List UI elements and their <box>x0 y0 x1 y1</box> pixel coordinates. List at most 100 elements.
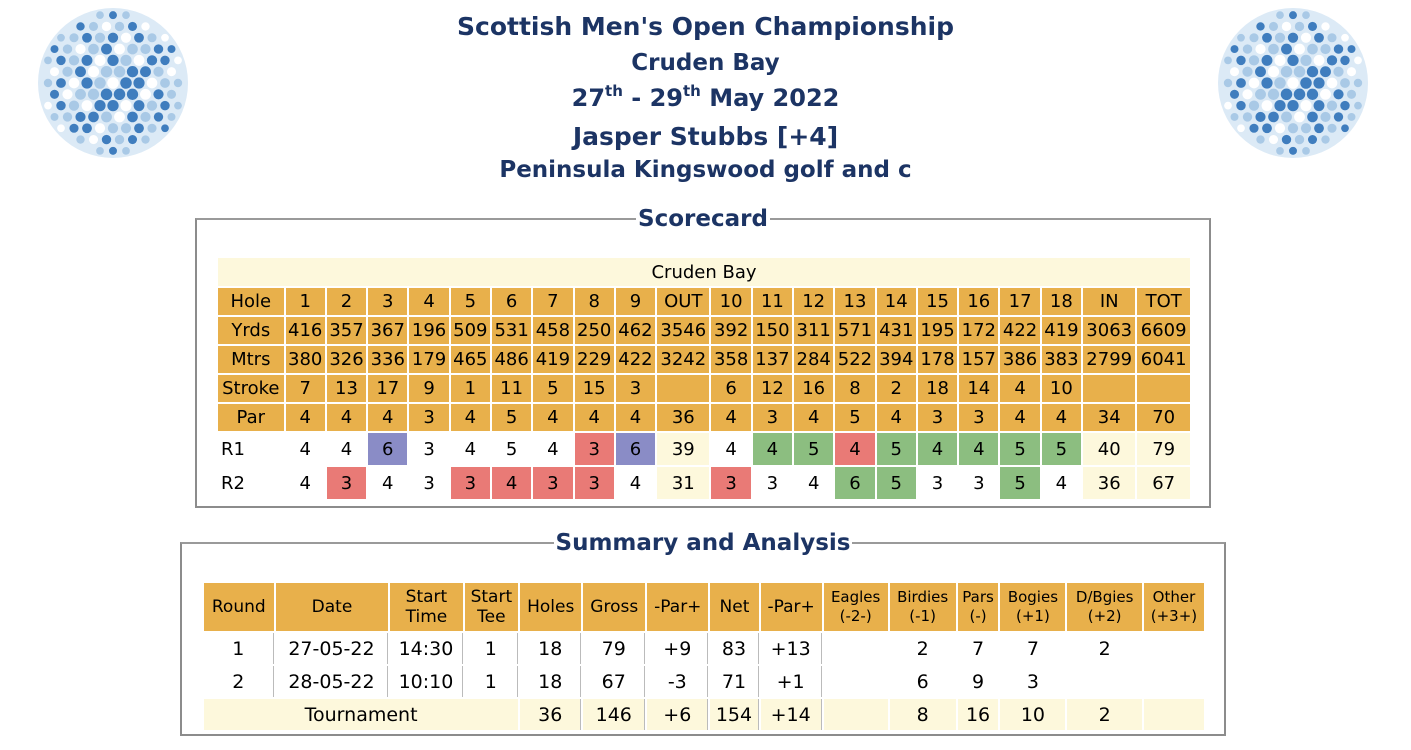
score-cell: 4 <box>368 467 408 499</box>
card-cell: 462 <box>615 317 656 344</box>
card-cell: 4 <box>876 404 916 431</box>
summary-cell: 27-05-22 <box>275 633 389 664</box>
round-label: R2 <box>218 467 284 499</box>
header-line: D/Bgies <box>1075 588 1134 606</box>
summary-header: Start Tee <box>464 583 519 631</box>
header-line: -Par+ <box>767 597 815 617</box>
header-line: (+2) <box>1087 607 1122 625</box>
card-cell: 486 <box>491 346 532 373</box>
card-cell: 195 <box>917 317 958 344</box>
summary-cell: 67 <box>583 666 646 697</box>
round-label: R1 <box>218 433 284 465</box>
score-cell: 4 <box>615 467 656 499</box>
card-cell: 150 <box>752 317 793 344</box>
card-cell: 4 <box>1000 404 1040 431</box>
summary-cell <box>1067 666 1142 697</box>
summary-legend: Summary and Analysis <box>555 530 851 556</box>
card-cell: 3 <box>368 288 408 315</box>
summary-cell: -3 <box>647 666 709 697</box>
card-cell: 1 <box>285 288 325 315</box>
card-cell: 4 <box>711 404 751 431</box>
summary-cell: 10:10 <box>390 666 463 697</box>
score-cell: 6 <box>615 433 656 465</box>
header-line: Date <box>311 597 353 617</box>
summary-cell <box>1143 633 1204 664</box>
row-label: Par <box>218 404 284 431</box>
golf-ball-icon <box>38 8 188 158</box>
score-cell: 4 <box>835 433 875 465</box>
card-cell: 311 <box>794 317 834 344</box>
score-cell: 79 <box>1137 433 1190 465</box>
score-cell: 40 <box>1083 433 1136 465</box>
header-line: Holes <box>527 597 575 617</box>
score-cell: 5 <box>491 433 532 465</box>
date-range: 27th - 29th May 2022 <box>571 82 840 112</box>
tournament-cell: 8 <box>889 699 956 730</box>
row-label: Stroke <box>218 375 284 402</box>
card-cell: 6609 <box>1137 317 1190 344</box>
tournament-cell: 146 <box>583 699 646 730</box>
club-name: Peninsula Kingswood golf and c <box>499 157 912 183</box>
score-cell: 5 <box>794 433 834 465</box>
summary-header: Net <box>710 583 759 631</box>
card-cell: 431 <box>876 317 916 344</box>
card-cell: 531 <box>491 317 532 344</box>
card-cell: 509 <box>450 317 490 344</box>
card-cell: 6 <box>491 288 532 315</box>
header-line: Gross <box>590 597 639 617</box>
score-cell: 6 <box>368 433 408 465</box>
score-cell: 4 <box>917 433 958 465</box>
summary-header: D/Bgies (+2) <box>1067 583 1142 631</box>
card-cell: 70 <box>1137 404 1190 431</box>
card-cell: 465 <box>450 346 490 373</box>
summary-cell: 2 <box>1067 633 1142 664</box>
card-cell: 357 <box>326 317 367 344</box>
card-cell: 9 <box>409 375 449 402</box>
score-cell: 3 <box>752 467 793 499</box>
header-line: Net <box>719 597 750 617</box>
header-line: Round <box>211 597 266 617</box>
header-line: Time <box>405 607 448 627</box>
header-line: (-) <box>969 607 987 625</box>
card-cell: 4 <box>409 288 449 315</box>
card-cell: 458 <box>533 317 573 344</box>
tournament-cell: 16 <box>957 699 999 730</box>
summary-cell: 18 <box>520 666 582 697</box>
summary-cell: 7 <box>957 633 999 664</box>
card-cell: 3242 <box>657 346 710 373</box>
card-cell: 4 <box>794 404 834 431</box>
header-line: (+1) <box>1016 607 1050 625</box>
card-cell: 326 <box>326 346 367 373</box>
card-cell <box>1083 375 1136 402</box>
card-cell: 5 <box>450 288 490 315</box>
tournament-label: Tournament <box>204 699 519 730</box>
card-cell: 6 <box>711 375 751 402</box>
summary-cell: 14:30 <box>390 633 463 664</box>
summary-cell: 3 <box>1000 666 1066 697</box>
card-cell: 416 <box>285 317 325 344</box>
card-cell: 386 <box>1000 346 1040 373</box>
card-cell: 13 <box>835 288 875 315</box>
card-cell: 17 <box>368 375 408 402</box>
score-cell: 4 <box>450 433 490 465</box>
header-line: (+3+) <box>1150 607 1198 625</box>
card-cell: 3 <box>752 404 793 431</box>
score-cell: 67 <box>1137 467 1190 499</box>
tournament-cell: +14 <box>760 699 822 730</box>
card-cell: 9 <box>615 288 656 315</box>
summary-header: -Par+ <box>647 583 709 631</box>
header-line: Eagles <box>830 588 881 606</box>
summary-cell: 83 <box>710 633 759 664</box>
card-cell: 4 <box>326 404 367 431</box>
card-cell: 3063 <box>1083 317 1136 344</box>
card-cell <box>657 375 710 402</box>
score-cell: 4 <box>959 433 999 465</box>
score-cell: 5 <box>1000 467 1040 499</box>
card-cell: 34 <box>1083 404 1136 431</box>
card-cell: 18 <box>917 375 958 402</box>
score-cell: 5 <box>876 433 916 465</box>
header-line: Start <box>405 587 448 607</box>
card-cell: 10 <box>711 288 751 315</box>
card-cell: 172 <box>959 317 999 344</box>
summary-cell: 18 <box>520 633 582 664</box>
